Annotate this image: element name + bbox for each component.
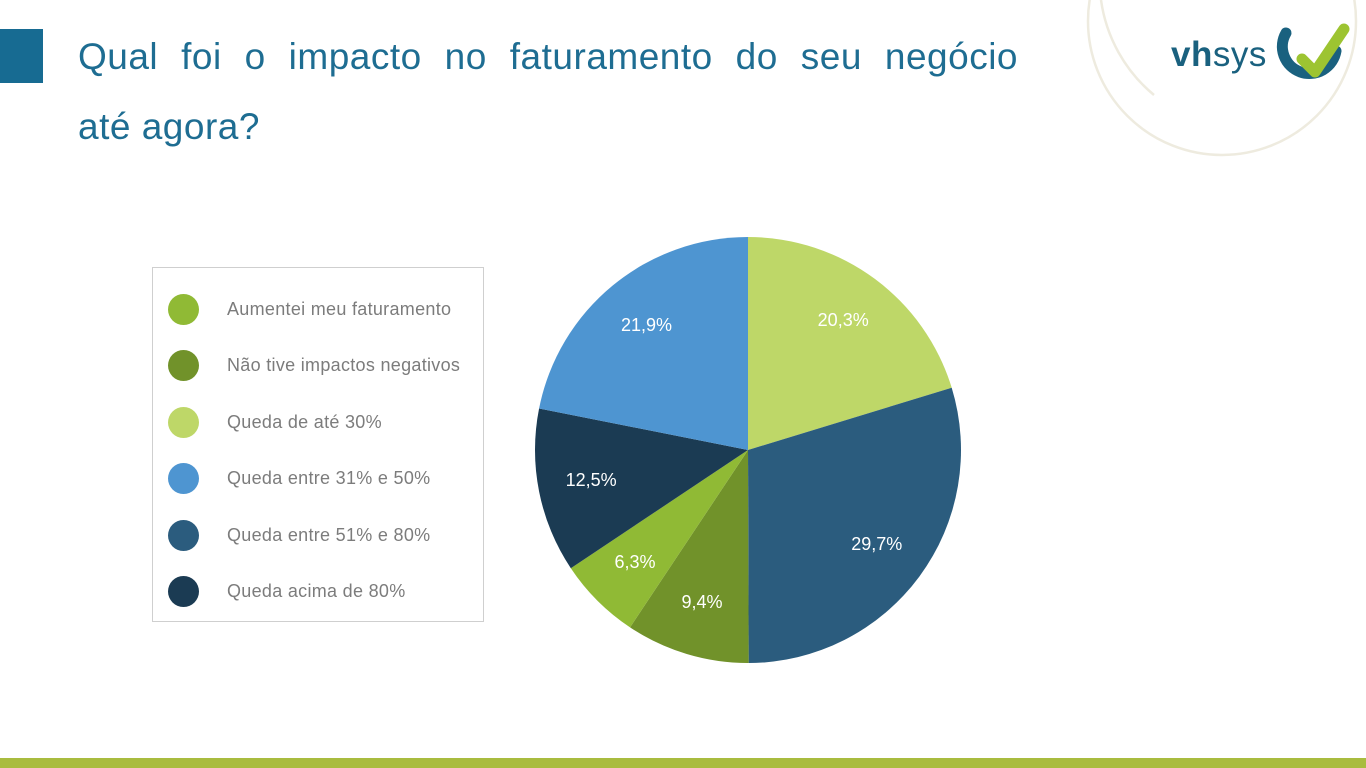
legend-item: Aumentei meu faturamento <box>153 281 483 338</box>
pie-slice <box>748 387 961 663</box>
title-line-1: Qual foi o impacto no faturamento do seu… <box>78 36 1018 77</box>
legend-dot <box>168 350 199 382</box>
accent-square <box>0 29 43 83</box>
pie-slice <box>748 237 952 450</box>
vhsys-logo: vh sys <box>1171 23 1352 83</box>
logo-text-sys: sys <box>1212 35 1267 74</box>
legend-item: Queda entre 51% e 80% <box>153 507 483 564</box>
title-line-2: até agora? <box>78 106 260 147</box>
pie-slice <box>630 450 749 664</box>
legend-label: Queda entre 51% e 80% <box>227 524 431 545</box>
bottom-bar <box>0 758 1366 768</box>
legend-label: Queda acima de 80% <box>227 581 406 602</box>
pie-slice <box>539 236 748 450</box>
logo-text-vh: vh <box>1171 35 1213 74</box>
page-title: Qual foi o impacto no faturamento do seu… <box>78 22 1018 162</box>
decorative-partial-arc <box>1099 0 1155 96</box>
legend-label: Não tive impactos negativos <box>227 355 461 376</box>
pie-label: 21,9% <box>621 315 672 335</box>
pie-label: 12,5% <box>566 470 617 490</box>
pie-label: 9,4% <box>681 592 722 612</box>
legend-dot <box>168 293 199 325</box>
pie-slice <box>534 408 748 569</box>
legend-item: Queda de até 30% <box>153 394 483 451</box>
legend-dot <box>168 463 199 495</box>
legend-label: Aumentei meu faturamento <box>227 298 452 319</box>
legend-item: Queda acima de 80% <box>153 564 483 621</box>
legend-dot <box>168 576 199 608</box>
legend-item: Queda entre 31% e 50% <box>153 451 483 508</box>
pie-chart: 20,3% 29,7% 9,4% 6,3% 12,5% 21,9% <box>534 236 961 664</box>
legend-item: Não tive impactos negativos <box>153 338 483 395</box>
legend-dot <box>168 519 199 551</box>
pie-label: 20,3% <box>818 310 869 330</box>
legend-label: Queda de até 30% <box>227 411 382 432</box>
legend-label: Queda entre 31% e 50% <box>227 468 431 489</box>
legend-box: Aumentei meu faturamento Não tive impact… <box>152 267 484 622</box>
legend-dot <box>168 406 199 438</box>
pie-label: 29,7% <box>851 534 902 554</box>
pie-label: 6,3% <box>614 552 655 572</box>
pie-slice <box>570 450 748 628</box>
logo-check-icon <box>1276 23 1350 79</box>
